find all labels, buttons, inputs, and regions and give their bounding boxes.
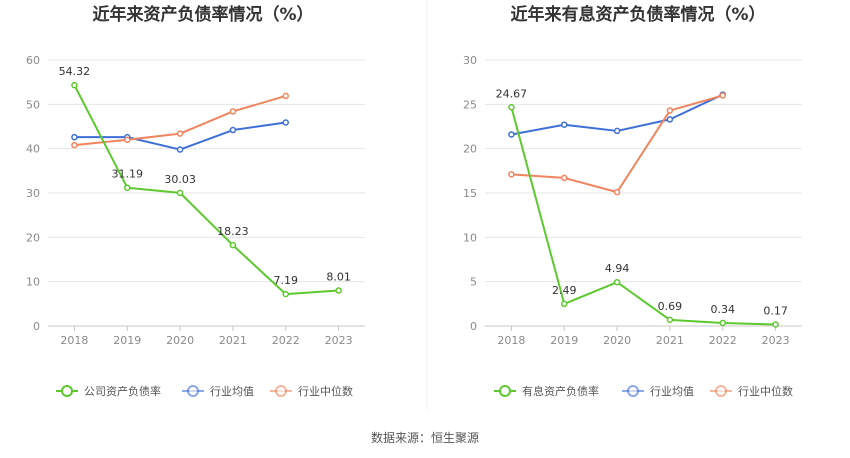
data-point xyxy=(508,171,515,178)
data-point xyxy=(666,316,674,324)
y-tick-label: 10 xyxy=(26,276,40,289)
legend-label: 行业均值 xyxy=(210,385,254,398)
data-point xyxy=(561,174,568,182)
x-tick-label: 2022 xyxy=(272,334,300,347)
legend-label: 行业均值 xyxy=(650,385,694,398)
source-note: 数据来源：恒生聚源 xyxy=(371,430,479,445)
legend-swatch-marker xyxy=(627,385,639,397)
x-tick-label: 2023 xyxy=(762,334,790,347)
legend-label: 行业中位数 xyxy=(738,384,793,398)
data-point xyxy=(229,126,237,134)
data-label: 24.67 xyxy=(496,87,528,100)
y-tick-label: 0 xyxy=(470,320,477,333)
data-point xyxy=(508,104,515,111)
data-label: 0.17 xyxy=(763,304,788,317)
data-point xyxy=(229,108,237,115)
data-label: 7.19 xyxy=(274,274,299,287)
data-point xyxy=(772,321,779,328)
legend-swatch-marker xyxy=(61,385,73,397)
data-point xyxy=(613,188,621,196)
x-tick-label: 2018 xyxy=(60,334,88,347)
x-tick-label: 2021 xyxy=(656,334,684,347)
y-tick-label: 30 xyxy=(26,187,40,200)
x-tick-label: 2020 xyxy=(166,334,194,347)
data-point xyxy=(176,146,184,153)
data-point xyxy=(666,107,674,114)
y-tick-label: 30 xyxy=(463,54,477,67)
data-point xyxy=(613,278,621,286)
data-label: 2.49 xyxy=(552,284,577,297)
data-label: 0.34 xyxy=(711,303,736,316)
data-label: 18.23 xyxy=(217,225,249,238)
data-point xyxy=(71,141,78,149)
data-point xyxy=(561,121,568,128)
data-point xyxy=(229,241,237,249)
data-point xyxy=(282,92,289,100)
x-tick-label: 2019 xyxy=(113,334,141,347)
data-point xyxy=(666,116,674,123)
data-point xyxy=(282,119,289,126)
data-point xyxy=(176,189,184,197)
data-label: 30.03 xyxy=(164,173,196,186)
data-label: 31.19 xyxy=(112,168,144,181)
chart-2: 近年来有息资产负债率情况（%） 0 5 10 15 20 25 30 2018 2019 2020 2… xyxy=(463,4,802,398)
data-point xyxy=(282,290,289,298)
legend-label: 行业中位数 xyxy=(298,384,353,398)
y-tick-label: 40 xyxy=(26,143,40,156)
y-tick-label: 5 xyxy=(470,276,477,289)
legend-label: 公司资产负债率 xyxy=(84,384,161,398)
data-label: 0.69 xyxy=(658,300,683,313)
data-point xyxy=(561,300,568,308)
y-tick-label: 50 xyxy=(26,98,40,111)
y-tick-label: 0 xyxy=(33,320,40,333)
legend-swatch-marker xyxy=(275,385,287,397)
y-tick-label: 10 xyxy=(463,231,477,244)
x-tick-label: 2018 xyxy=(497,334,525,347)
series-line xyxy=(510,106,776,326)
y-tick-label: 15 xyxy=(463,187,477,200)
x-tick-label: 2019 xyxy=(550,334,578,347)
legend-swatch-marker xyxy=(499,385,511,397)
x-tick-label: 2022 xyxy=(709,334,737,347)
chart-1: 近年来资产负债率情况（%） 0 10 20 30 40 50 60 2018 2019 2020 20… xyxy=(26,4,365,398)
x-tick-label: 2020 xyxy=(603,334,631,347)
data-label: 4.94 xyxy=(605,262,630,275)
data-label: 8.01 xyxy=(326,270,351,283)
data-label: 54.32 xyxy=(59,65,91,78)
y-tick-label: 60 xyxy=(26,54,40,67)
y-tick-label: 20 xyxy=(26,231,40,244)
legend-swatch-marker xyxy=(187,385,199,397)
x-tick-label: 2021 xyxy=(219,334,247,347)
legend-label: 有息资产负债率 xyxy=(522,384,599,398)
data-point xyxy=(124,184,131,191)
chart-title: 近年来有息资产负债率情况（%） xyxy=(510,4,765,25)
series-line xyxy=(73,84,339,296)
data-point xyxy=(508,131,515,138)
data-point xyxy=(613,127,621,135)
legend-swatch-marker xyxy=(715,385,727,397)
data-point xyxy=(71,133,78,141)
y-tick-label: 20 xyxy=(463,143,477,156)
data-point xyxy=(124,136,131,144)
data-point xyxy=(335,287,342,294)
y-tick-label: 25 xyxy=(463,98,477,111)
data-point xyxy=(719,319,726,327)
data-point xyxy=(176,130,184,137)
data-point xyxy=(719,92,726,99)
chart-title: 近年来资产负债率情况（%） xyxy=(92,4,313,25)
data-point xyxy=(71,81,78,89)
x-tick-label: 2023 xyxy=(325,334,353,347)
